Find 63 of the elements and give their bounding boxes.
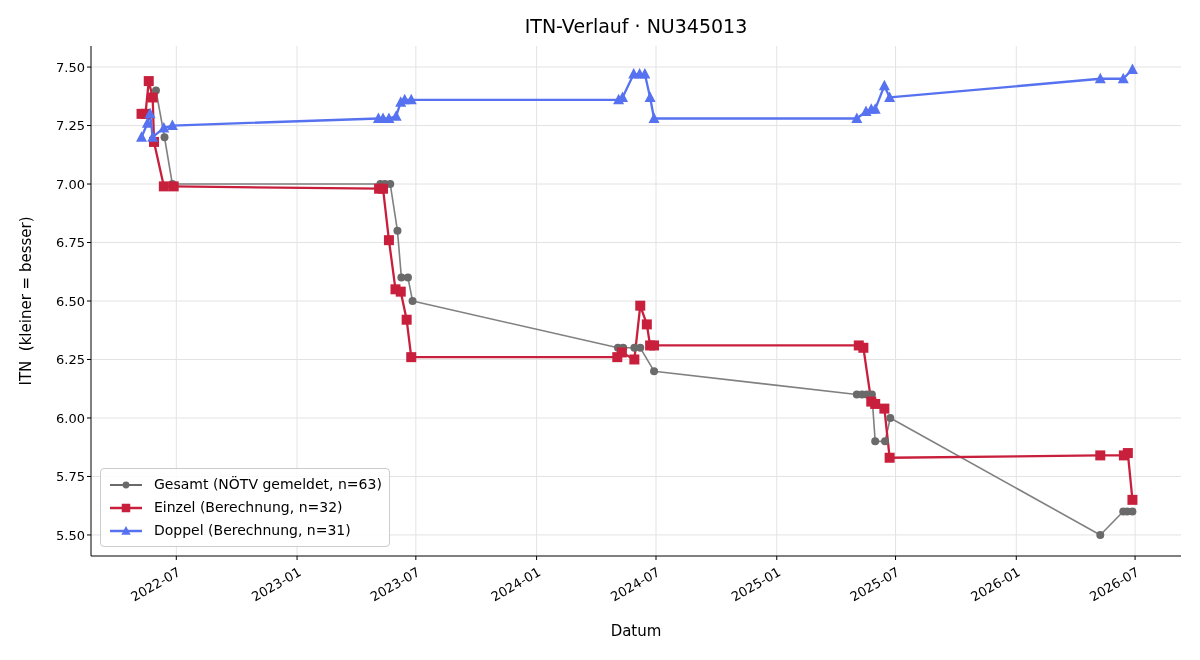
y-axis-title: ITN (kleiner = besser): [17, 216, 35, 386]
point: [629, 354, 640, 365]
point: [884, 91, 896, 102]
point: [158, 121, 170, 133]
y-tick-label: 6.50: [56, 293, 85, 309]
point: [1117, 72, 1129, 84]
point: [641, 319, 652, 330]
y-tick-label: 7.50: [56, 59, 85, 75]
point: [144, 107, 156, 119]
point: [870, 398, 881, 409]
point: [858, 342, 869, 353]
point: [147, 131, 159, 142]
point: [1094, 72, 1106, 84]
y-tick-label: 7.00: [56, 176, 85, 192]
point: [1095, 450, 1106, 461]
point: [395, 286, 406, 297]
point: [401, 314, 412, 325]
point: [405, 93, 417, 105]
point: [1127, 494, 1138, 505]
point: [1122, 448, 1133, 459]
chart-title: ITN-Verlauf · NU345013: [523, 15, 749, 37]
point: [869, 103, 881, 114]
point: [636, 343, 645, 352]
point: [408, 297, 417, 305]
point: [403, 273, 412, 282]
y-tick-label: 7.25: [56, 118, 85, 134]
point: [378, 183, 389, 194]
point: [383, 235, 394, 246]
point: [1128, 507, 1137, 516]
point: [393, 226, 402, 235]
point: [884, 452, 895, 463]
point: [406, 352, 417, 363]
point: [886, 413, 895, 422]
point: [878, 79, 890, 91]
point: [1096, 530, 1105, 539]
point: [851, 112, 863, 124]
legend-label: Doppel (Berechnung, n=31): [154, 521, 351, 540]
point: [160, 133, 169, 142]
point: [879, 403, 890, 414]
legend-label: Gesamt (NÖTV gemeldet, n=63): [154, 475, 382, 494]
y-tick-label: 6.00: [56, 410, 85, 426]
point: [166, 119, 178, 131]
point: [616, 347, 627, 358]
point: [644, 91, 656, 102]
point: [881, 437, 890, 446]
point: [650, 367, 659, 376]
y-tick-label: 5.50: [56, 527, 85, 543]
point: [1126, 63, 1138, 74]
point: [136, 131, 148, 142]
point: [141, 117, 153, 128]
y-tick-label: 5.75: [56, 469, 85, 485]
point: [871, 437, 880, 446]
y-tick-label: 6.25: [56, 352, 85, 368]
point: [648, 112, 660, 124]
point: [143, 76, 154, 87]
point: [147, 92, 158, 103]
point: [158, 181, 169, 192]
y-tick-label: 6.75: [56, 235, 85, 251]
point: [639, 68, 651, 79]
legend-label: Einzel (Berechnung, n=32): [154, 498, 343, 517]
x-axis-title: Datum: [609, 622, 663, 640]
point: [649, 340, 660, 351]
point: [635, 300, 646, 311]
